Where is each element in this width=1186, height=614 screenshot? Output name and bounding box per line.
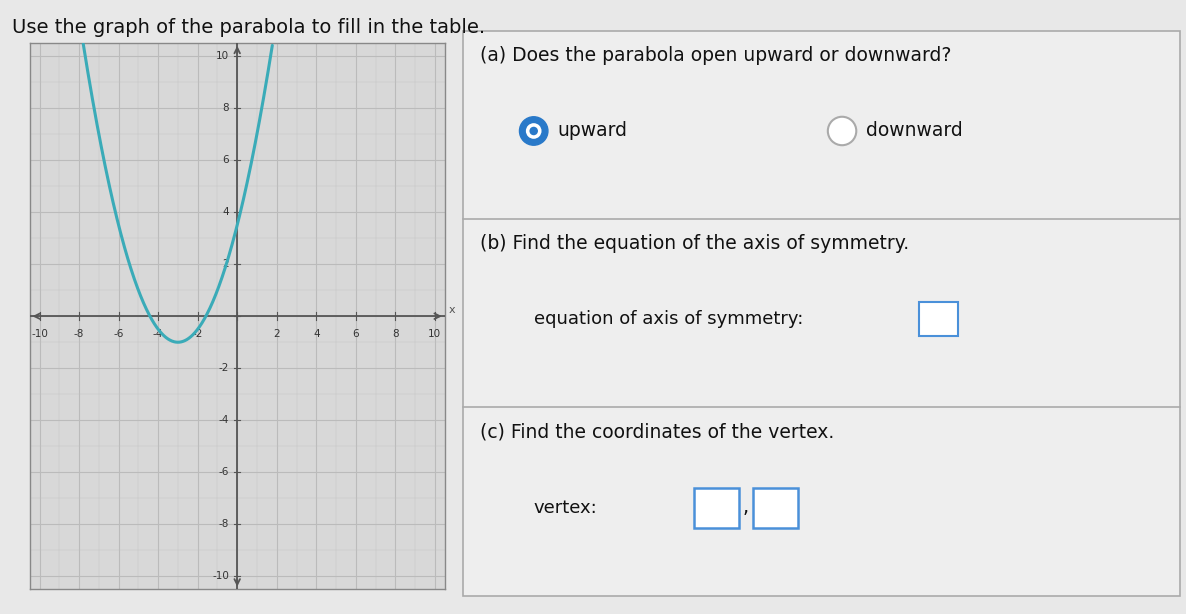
Text: (b) Find the equation of the axis of symmetry.: (b) Find the equation of the axis of sym… [480, 235, 910, 254]
Text: -4: -4 [153, 329, 164, 339]
Text: 6: 6 [352, 329, 359, 339]
Text: -4: -4 [219, 415, 229, 426]
Text: -6: -6 [114, 329, 123, 339]
Text: -2: -2 [192, 329, 203, 339]
Text: -2: -2 [219, 363, 229, 373]
Text: -6: -6 [219, 467, 229, 477]
Text: Use the graph of the parabola to fill in the table.: Use the graph of the parabola to fill in… [12, 18, 485, 37]
Text: -10: -10 [212, 572, 229, 581]
Text: (c) Find the coordinates of the vertex.: (c) Find the coordinates of the vertex. [480, 422, 835, 441]
Text: -8: -8 [74, 329, 84, 339]
Text: equation of axis of symmetry:: equation of axis of symmetry: [534, 310, 803, 328]
Text: 10: 10 [216, 51, 229, 61]
Text: upward: upward [557, 122, 627, 141]
Text: 6: 6 [223, 155, 229, 165]
Text: 10: 10 [428, 329, 441, 339]
Text: x: x [448, 305, 455, 315]
Text: 8: 8 [223, 103, 229, 113]
Text: -8: -8 [219, 519, 229, 529]
Text: ,: , [742, 498, 748, 517]
Text: 2: 2 [223, 259, 229, 269]
Text: vertex:: vertex: [534, 499, 598, 516]
Text: -10: -10 [31, 329, 47, 339]
Text: (a) Does the parabola open upward or downward?: (a) Does the parabola open upward or dow… [480, 46, 951, 65]
Text: 8: 8 [393, 329, 398, 339]
Text: 2: 2 [274, 329, 280, 339]
Text: 4: 4 [223, 207, 229, 217]
Text: 4: 4 [313, 329, 319, 339]
Text: downward: downward [866, 122, 963, 141]
